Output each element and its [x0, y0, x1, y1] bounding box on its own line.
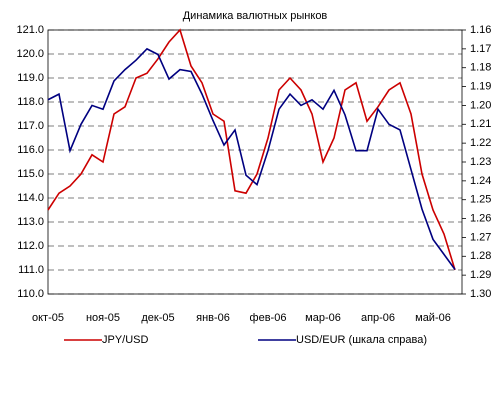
y2-tick-label: 1.20: [470, 99, 491, 111]
y2-tick-label: 1.28: [470, 250, 491, 262]
y-tick-label: 111.0: [18, 264, 44, 276]
series-line: [47, 47, 456, 270]
x-tick-label: май-06: [415, 312, 451, 324]
y2-tick-label: 1.17: [470, 43, 491, 55]
x-tick-label: окт-05: [32, 312, 64, 324]
chart-title: Динамика валютных рынков: [183, 10, 328, 22]
y-tick-label: 116.0: [17, 144, 44, 156]
x-tick-label: дек-05: [141, 312, 174, 324]
y2-tick-label: 1.23: [470, 156, 491, 168]
x-tick-label: мар-06: [305, 312, 341, 324]
y2-tick-label: 1.27: [470, 231, 491, 243]
y-tick-label: 118.0: [17, 96, 44, 108]
y2-tick-label: 1.29: [470, 269, 491, 281]
series-line: [47, 28, 456, 271]
y2-tick-label: 1.24: [470, 175, 491, 187]
x-tick-label: ноя-05: [86, 312, 120, 324]
y2-tick-label: 1.30: [470, 288, 491, 300]
y-tick-label: 113.0: [17, 216, 44, 228]
x-tick-label: апр-06: [361, 312, 395, 324]
y2-tick-label: 1.16: [470, 24, 491, 36]
y2-tick-label: 1.21: [470, 118, 491, 130]
y-tick-label: 115.0: [17, 168, 44, 180]
legend-label: JPY/USD: [102, 334, 149, 346]
y2-tick-label: 1.26: [470, 212, 491, 224]
y2-tick-label: 1.18: [470, 62, 491, 74]
y-tick-label: 114.0: [17, 192, 44, 204]
plot-frame: [47, 29, 463, 295]
y-tick-label: 110.0: [17, 288, 44, 300]
legend-label: USD/EUR (шкала справа): [296, 334, 427, 346]
y2-tick-label: 1.25: [470, 194, 491, 206]
y2-tick-label: 1.19: [470, 80, 491, 92]
x-tick-label: фев-06: [250, 312, 287, 324]
y-tick-label: 112.0: [17, 240, 44, 252]
y2-tick-label: 1.22: [470, 137, 491, 149]
y-tick-label: 119.0: [17, 72, 44, 84]
y-tick-label: 121.0: [16, 24, 44, 36]
x-tick-label: янв-06: [196, 312, 230, 324]
y-tick-label: 120.0: [16, 48, 44, 60]
y-tick-label: 117.0: [17, 120, 44, 132]
